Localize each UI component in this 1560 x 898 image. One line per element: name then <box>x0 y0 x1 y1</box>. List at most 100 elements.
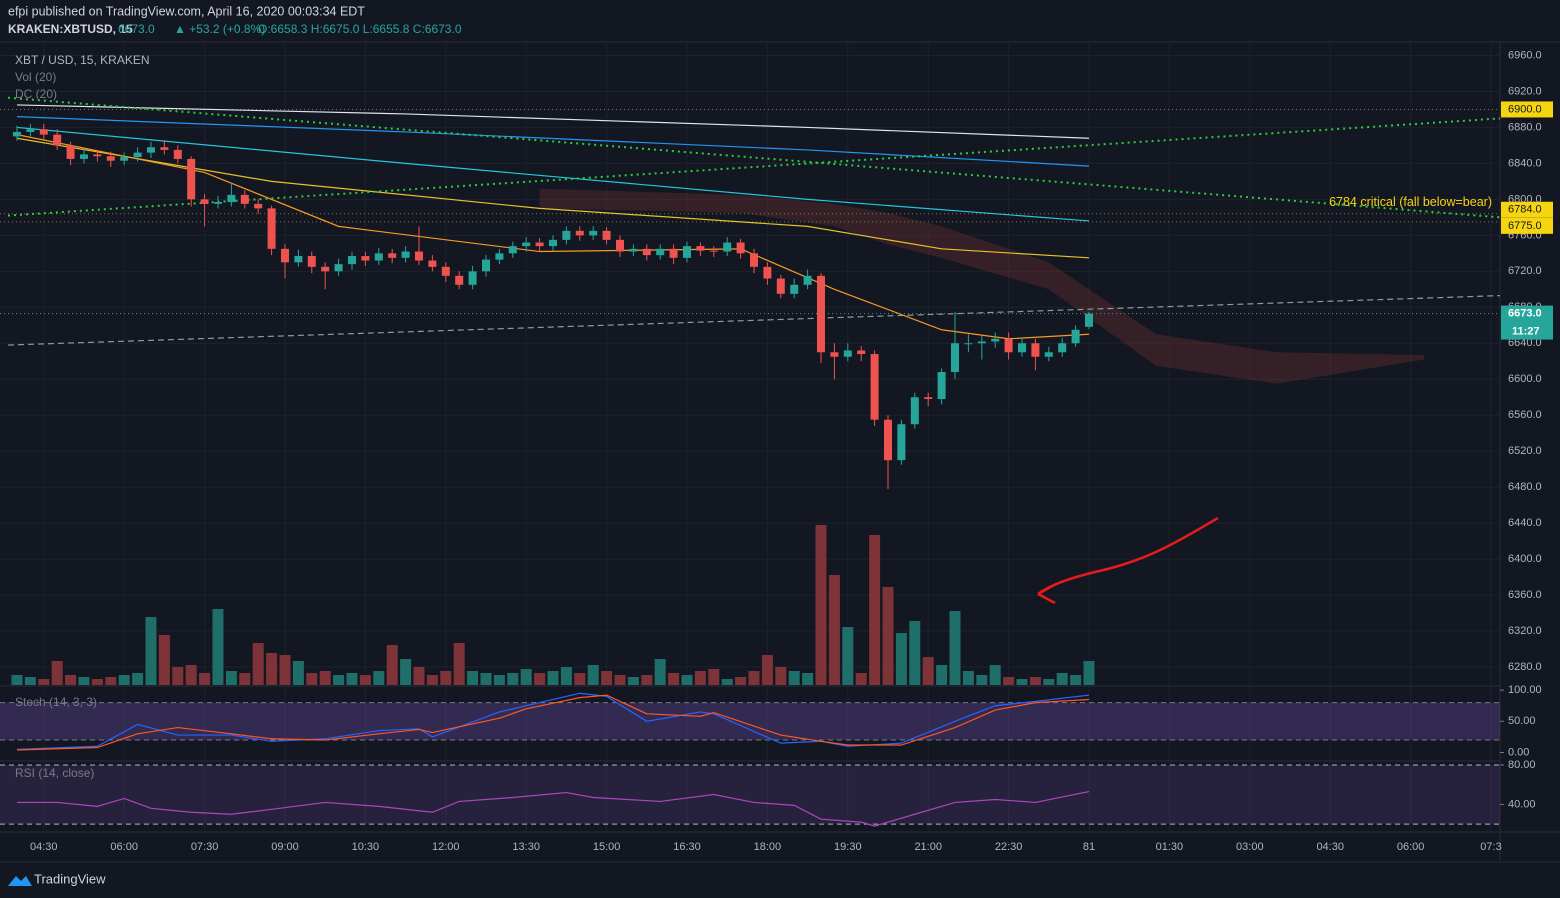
candle-body <box>79 154 88 159</box>
candle-body <box>589 230 598 236</box>
volume-bar <box>158 635 170 685</box>
candle-body <box>240 194 249 204</box>
candle-body <box>870 354 879 420</box>
candle-body <box>897 424 906 461</box>
symbol: KRAKEN:XBTUSD, 15 <box>8 22 133 36</box>
volume-bar <box>239 673 251 685</box>
candle-body <box>321 266 330 272</box>
candle-body <box>106 156 115 161</box>
candle-body <box>1018 343 1027 353</box>
candle-body <box>146 147 155 153</box>
rsi-tick-label: 80.00 <box>1508 759 1536 771</box>
volume-bar <box>266 653 278 685</box>
x-tick-label: 07:3 <box>1480 841 1501 853</box>
y-tick-label: 6440.0 <box>1508 517 1542 529</box>
volume-bar <box>493 675 505 685</box>
volume-bar <box>279 655 291 685</box>
overlay-line <box>16 116 1090 167</box>
x-tick-label: 06:00 <box>110 841 138 853</box>
last: 6673.0 <box>118 22 155 36</box>
logo <box>8 876 32 886</box>
volume-bar <box>654 659 666 685</box>
rsi-tick-label: 40.00 <box>1508 798 1536 810</box>
level-label: 6775.0 <box>1508 220 1542 232</box>
rsi-name: RSI (14, close) <box>15 766 94 780</box>
candle-body <box>468 271 477 285</box>
y-tick-label: 6480.0 <box>1508 481 1542 493</box>
x-tick-label: 13:30 <box>512 841 540 853</box>
volume-bar <box>199 673 211 685</box>
volume-bar <box>708 669 720 685</box>
volume-bar <box>882 587 894 685</box>
level-label-bg <box>1501 201 1553 218</box>
y-tick-label: 6720.0 <box>1508 265 1542 277</box>
volume-bar <box>962 671 974 685</box>
volume-bar <box>185 665 197 685</box>
volume-bar <box>520 669 532 685</box>
candle-body <box>843 350 852 357</box>
candle-body <box>334 264 343 272</box>
volume-bar <box>172 667 184 685</box>
candle-body <box>481 259 490 272</box>
candle-body <box>388 253 397 258</box>
candle-body <box>790 284 799 294</box>
volume-bar <box>614 675 626 685</box>
candle-body <box>709 250 718 252</box>
volume-bar <box>802 673 814 685</box>
y-tick-label: 6400.0 <box>1508 553 1542 565</box>
volume-bar <box>306 673 318 685</box>
candle-body <box>26 129 35 132</box>
arrow <box>1037 516 1219 605</box>
x-tick-label: 81 <box>1083 841 1095 853</box>
volume-bar <box>346 673 358 685</box>
candle-body <box>53 134 62 146</box>
volume-bar <box>989 665 1001 685</box>
candle-body <box>1031 343 1040 357</box>
volume-bar <box>1056 673 1068 685</box>
candle-body <box>682 246 691 258</box>
candle-body <box>1085 313 1094 327</box>
volume-bar <box>105 677 117 685</box>
candle-body <box>763 266 772 279</box>
stoch-tick-label: 50.00 <box>1508 715 1536 727</box>
candle-body <box>535 242 544 247</box>
cloud <box>539 188 1425 384</box>
candle-body <box>723 242 732 252</box>
candle-body <box>200 199 209 204</box>
x-tick-label: 04:30 <box>1316 841 1344 853</box>
volume-bar <box>78 677 90 685</box>
volume-bar <box>936 665 948 685</box>
candle-body <box>562 230 571 240</box>
y-tick-label: 6320.0 <box>1508 625 1542 637</box>
rsi-line <box>16 790 1090 827</box>
volume-bar <box>694 671 706 685</box>
volume-bar <box>1083 661 1095 685</box>
volume-bar <box>735 677 747 685</box>
stoch-name: Stoch (14, 3, 3) <box>15 695 97 709</box>
footer: TradingView <box>34 871 106 886</box>
y-tick-label: 6520.0 <box>1508 445 1542 457</box>
legend-item: DC (20) <box>15 87 57 101</box>
rsi-band <box>0 764 1500 825</box>
volume-bar <box>11 675 23 685</box>
volume-bar <box>828 575 840 685</box>
candle-body <box>642 248 651 256</box>
x-tick-label: 21:00 <box>914 841 942 853</box>
y-tick-label: 6280.0 <box>1508 661 1542 673</box>
candle-body <box>1044 352 1053 357</box>
candle-body <box>991 338 1000 342</box>
y-tick-label: 6560.0 <box>1508 409 1542 421</box>
candle-body <box>977 341 986 344</box>
volume-bar <box>51 661 63 685</box>
candle-body <box>455 275 464 285</box>
candle-body <box>548 239 557 247</box>
volume-bar <box>426 675 438 685</box>
annotation: 6784 critical (fall below=bear) <box>1329 195 1492 209</box>
x-tick-label: 06:00 <box>1397 841 1425 853</box>
candle-body <box>736 242 745 254</box>
legend-item: Vol (20) <box>15 70 56 84</box>
volume-bar <box>775 667 787 685</box>
volume-bar <box>560 667 572 685</box>
